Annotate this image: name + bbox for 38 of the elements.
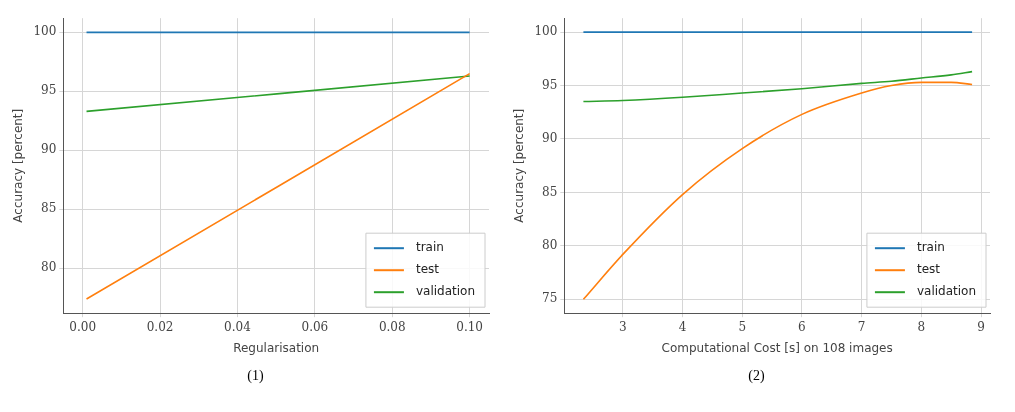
legend-label: test: [415, 262, 440, 277]
x-tick-label: 0.04: [224, 319, 252, 334]
x-tick-label: 7: [857, 319, 866, 334]
y-tick-label: 85: [542, 184, 558, 199]
x-tick-label: 6: [798, 319, 806, 334]
x-tick-label: 0.10: [456, 319, 484, 334]
x-tick-label: 8: [917, 319, 926, 334]
y-tick-label: 95: [542, 77, 558, 92]
line-series: [582, 70, 973, 103]
x-tick-label: 9: [977, 319, 985, 334]
x-axis-title: Regularisation: [233, 340, 320, 355]
x-tick-label: 0.00: [69, 319, 97, 334]
legend-label: validation: [916, 284, 977, 299]
y-tick-label: 90: [41, 142, 57, 157]
y-axis-title: Accuracy [percent]: [512, 108, 527, 223]
x-axis-title: Computational Cost [s] on 108 images: [661, 340, 893, 355]
y-tick-label: 80: [542, 237, 558, 252]
x-tick-label: 4: [678, 319, 687, 334]
y-tick-label: 75: [542, 291, 558, 306]
y-tick-label: 95: [41, 83, 57, 98]
y-tick-label: 100: [534, 24, 558, 39]
line-series: [582, 81, 973, 301]
legend-label: train: [415, 240, 444, 255]
x-tick-label: 3: [618, 319, 627, 334]
legend-label: test: [916, 262, 941, 277]
x-tick-label: 0.06: [301, 319, 329, 334]
text: (1): [246, 368, 265, 384]
y-axis-title: Accuracy [percent]: [11, 108, 26, 223]
y-tick-label: 85: [41, 201, 57, 216]
legend-label: validation: [415, 284, 476, 299]
text: (2): [747, 368, 766, 384]
y-tick-label: 80: [41, 260, 57, 275]
x-tick-label: 0.08: [378, 319, 406, 334]
legend-label: train: [916, 240, 945, 255]
y-tick-label: 100: [33, 24, 57, 39]
y-tick-label: 90: [542, 131, 558, 146]
x-tick-label: 5: [738, 319, 747, 334]
x-tick-label: 0.02: [146, 319, 174, 334]
